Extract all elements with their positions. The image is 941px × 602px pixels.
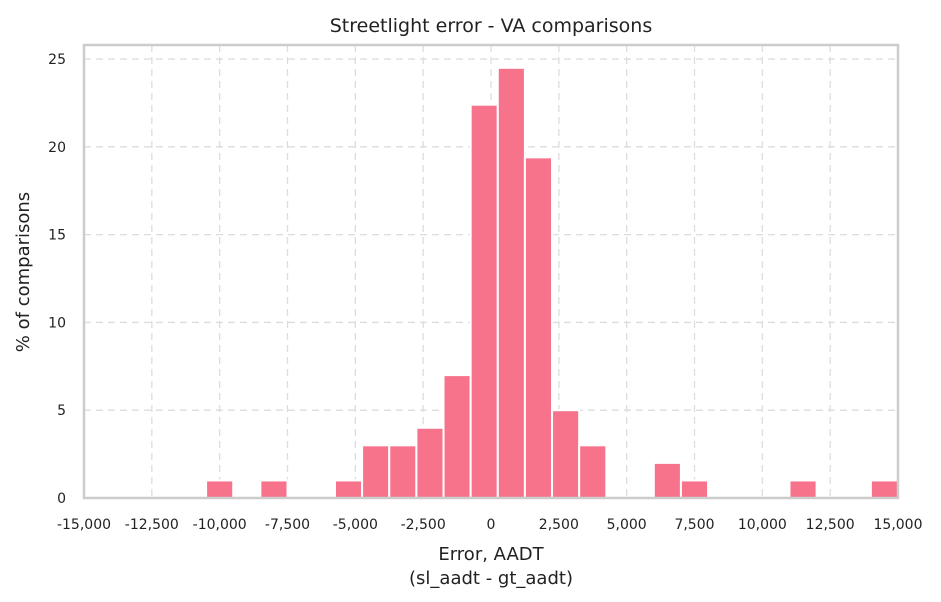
x-axis-label-line-2: (sl_aadt - gt_aadt) <box>409 568 573 589</box>
x-tick-label: -10,000 <box>193 517 247 533</box>
y-tick-label: 0 <box>57 491 66 507</box>
y-tick-label: 25 <box>48 52 66 68</box>
x-tick-label: -15,000 <box>57 517 111 533</box>
y-tick-label: 10 <box>48 315 66 331</box>
x-tick-label: -5,000 <box>333 517 378 533</box>
histogram-bar <box>523 156 554 499</box>
x-tick-label: -7,500 <box>265 517 310 533</box>
histogram-bar <box>496 66 526 499</box>
histogram-bar <box>205 479 235 500</box>
y-tick-label: 5 <box>57 403 66 419</box>
histogram-bar <box>442 374 472 499</box>
histogram-bar <box>333 479 364 500</box>
histogram-bar <box>388 444 418 500</box>
histogram-bar <box>578 444 608 500</box>
histogram-bar <box>679 479 710 500</box>
histogram-bar <box>652 461 682 500</box>
x-tick-label: -12,500 <box>125 517 179 533</box>
histogram-bar <box>551 409 581 499</box>
x-axis-label-line-1: Error, AADT <box>438 544 544 565</box>
histogram-bar <box>788 479 818 500</box>
x-tick-label: 10,000 <box>738 517 787 533</box>
histogram-bar <box>469 103 499 500</box>
chart-title: Streetlight error - VA comparisons <box>330 15 652 37</box>
x-tick-label: 7,500 <box>674 517 714 533</box>
x-tick-label: 5,000 <box>607 517 647 533</box>
x-tick-label: 2,500 <box>539 517 579 533</box>
y-tick-label: 20 <box>48 140 66 156</box>
y-tick-label: 15 <box>48 228 66 244</box>
histogram-bar <box>259 479 289 500</box>
plot-frame <box>82 43 900 500</box>
histogram-bar <box>869 479 899 500</box>
histogram-bar <box>361 444 391 500</box>
x-tick-label: -2,500 <box>401 517 446 533</box>
x-tick-label: 0 <box>487 517 496 533</box>
histogram-bar <box>415 426 445 500</box>
x-tick-label: 12,500 <box>806 517 855 533</box>
y-axis-label: % of comparisons <box>13 192 34 352</box>
x-tick-label: 15,000 <box>874 517 923 533</box>
